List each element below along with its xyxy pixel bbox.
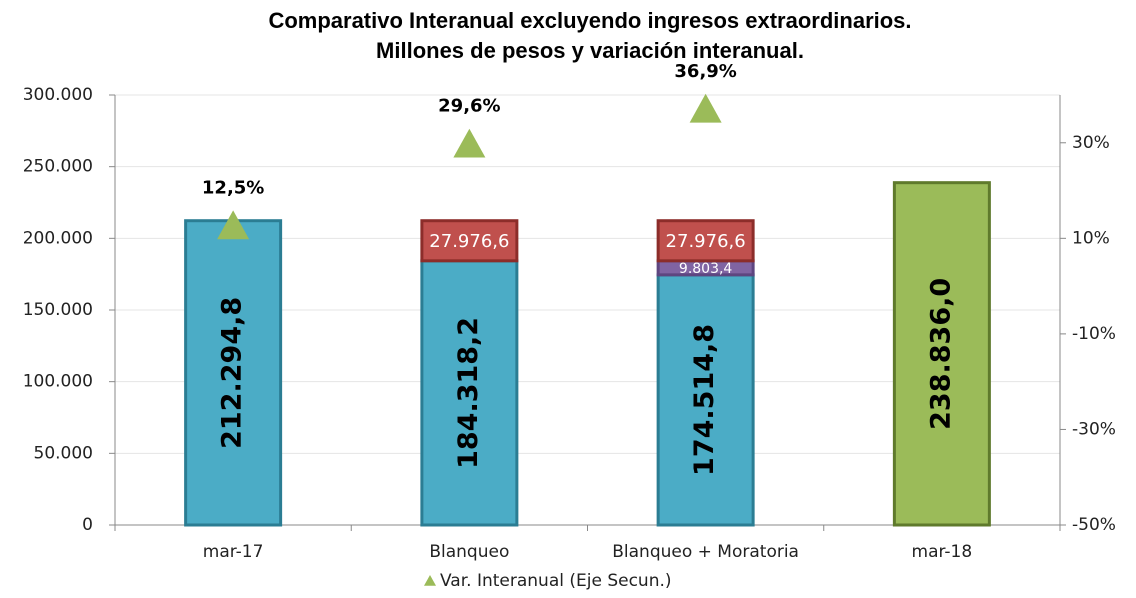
y-tick-label: 150.000 (23, 300, 93, 320)
bar (656, 219, 755, 263)
y2-tick-label: 10% (1072, 228, 1110, 248)
bar-label: 212.294,8 (217, 297, 248, 449)
x-tick-label: mar-17 (203, 542, 264, 562)
y-tick-label: 50.000 (34, 443, 93, 463)
y2-tick-label: -50% (1072, 515, 1116, 535)
y-tick-label: 100.000 (23, 372, 93, 392)
marker-label: 29,6% (438, 96, 500, 117)
bar-label: 238.836,0 (925, 278, 956, 430)
y2-tick-label: -10% (1072, 324, 1116, 344)
x-tick-label: mar-18 (912, 542, 973, 562)
bar-label: 184.318,2 (453, 317, 484, 469)
chart-title: Comparativo Interanual excluyendo ingres… (268, 8, 911, 33)
bar (656, 273, 755, 527)
x-tick-label: Blanqueo + Moratoria (612, 542, 799, 562)
bar-label: 174.514,8 (689, 324, 720, 476)
marker (453, 128, 486, 158)
chart-subtitle: Millones de pesos y variación interanual… (376, 38, 804, 63)
bar-label: 9.803,4 (679, 261, 733, 277)
y-tick-label: 200.000 (23, 228, 93, 248)
y2-tick-label: 30% (1072, 133, 1110, 153)
bar (892, 181, 991, 527)
bar-label: 27.976,6 (666, 231, 746, 252)
marker-label: 36,9% (674, 61, 736, 82)
y2-tick-label: -30% (1072, 419, 1116, 439)
marker (689, 93, 722, 123)
y-tick-label: 250.000 (23, 157, 93, 177)
bar (184, 219, 283, 527)
legend-label: Var. Interanual (Eje Secun.) (440, 571, 672, 591)
y-tick-label: 0 (82, 515, 93, 535)
bar (420, 259, 519, 527)
x-tick-label: Blanqueo (429, 542, 509, 562)
bar-label: 27.976,6 (429, 231, 509, 252)
marker-label: 12,5% (202, 177, 264, 198)
bar (420, 219, 519, 263)
legend-marker (424, 575, 436, 586)
marker (217, 210, 250, 240)
y-tick-label: 300.000 (23, 85, 93, 105)
